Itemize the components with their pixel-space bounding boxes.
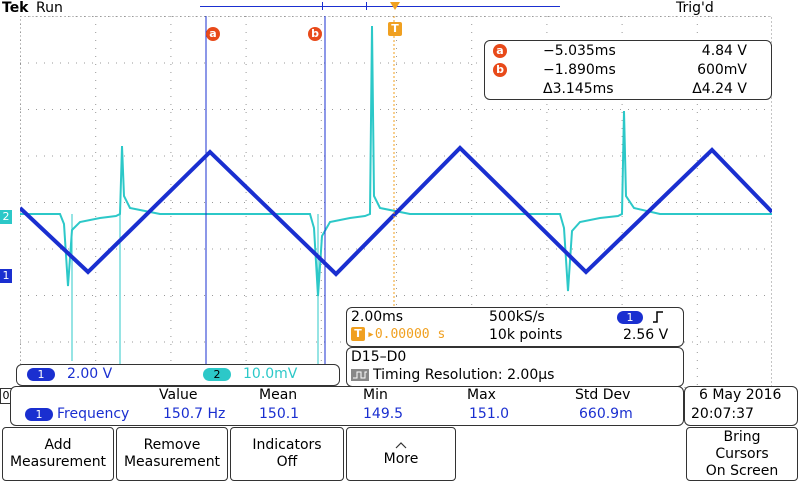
- acquisition-run-state: Run: [36, 0, 63, 16]
- timing-resolution-value: Timing Resolution: 2.00µs: [373, 367, 555, 383]
- sample-rate-value: 500kS/s: [489, 309, 545, 325]
- cursor-delta-time: Δ3.145ms: [543, 81, 614, 97]
- time-label: 20:07:37: [691, 406, 754, 422]
- meas-header-mean: Mean: [259, 387, 298, 403]
- measurement-channel-badge: 1: [25, 408, 53, 421]
- meas-header-std-dev: Std Dev: [575, 387, 631, 403]
- remove-measurement-line1: Remove: [143, 437, 201, 453]
- digital-bus-label: D15–D0: [351, 349, 407, 365]
- cursor-a-marker[interactable]: a: [206, 22, 220, 41]
- add-measurement-line2: Measurement: [9, 454, 107, 470]
- channel-1-waveform: [20, 145, 772, 277]
- bring-cursors-line1: Bring: [723, 428, 761, 445]
- cursor-a-time: −5.035ms: [543, 43, 616, 59]
- channel-2-marker-label: 2: [2, 210, 10, 223]
- measurement-max: 151.0: [469, 406, 510, 422]
- measurement-value: 150.7 Hz: [163, 406, 226, 422]
- meas-header-value: Value: [159, 387, 198, 403]
- record-overview-bar: [200, 6, 560, 7]
- record-length-value: 10k points: [489, 327, 563, 343]
- acquisition-readout-panel[interactable]: 2.00ms 500kS/s 1 T ▸0.00000 s 10k points…: [346, 307, 684, 347]
- measurement-std-dev: 660.9m: [579, 406, 633, 422]
- trigger-arrow-icon: [390, 2, 400, 10]
- trigger-position-label: T: [391, 22, 399, 35]
- measurement-name: Frequency: [57, 406, 130, 422]
- cursor-a-voltage: 4.84 V: [701, 43, 747, 59]
- channel-1-badge: 1: [27, 368, 55, 381]
- logic-readout-panel[interactable]: D15–D0 Timing Resolution: 2.00µs: [346, 347, 684, 387]
- bring-cursors-on-screen-button[interactable]: Bring Cursors On Screen: [686, 427, 798, 481]
- add-measurement-button[interactable]: Add Measurement: [2, 427, 114, 481]
- bring-cursors-line2: Cursors: [715, 445, 769, 462]
- channel-2-scale: 10.0mV: [243, 366, 298, 382]
- cursor-readout-panel[interactable]: a −5.035ms 4.84 V b −1.890ms 600mV Δ3.14…: [484, 40, 772, 100]
- measurement-min: 149.5: [363, 406, 404, 422]
- rising-edge-icon: [653, 311, 663, 323]
- channel-2-badge: 2: [203, 368, 231, 381]
- bring-cursors-line3: On Screen: [705, 462, 779, 479]
- channel-scale-panel[interactable]: 1 2.00 V 2 10.0mV: [16, 364, 340, 386]
- indicators-off-button[interactable]: Indicators Off: [230, 427, 344, 481]
- trigger-position-value: ▸0.00000 s: [367, 327, 446, 342]
- cursor-a-badge: a: [493, 44, 507, 58]
- date-label: 6 May 2016: [699, 387, 782, 403]
- trigger-level-value: 2.56 V: [623, 327, 669, 343]
- trigger-source-badge: 1: [617, 311, 643, 324]
- meas-header-max: Max: [467, 387, 496, 403]
- channel-1-scale: 2.00 V: [67, 366, 113, 382]
- indicators-line1: Indicators: [252, 437, 322, 453]
- timebase-value: 2.00ms: [351, 309, 404, 325]
- remove-measurement-line2: Measurement: [123, 454, 221, 470]
- measurement-mean: 150.1: [259, 406, 300, 422]
- digital-channel-icon: [351, 369, 369, 381]
- trigger-position-marker[interactable]: T: [388, 22, 402, 36]
- more-label: More: [383, 450, 419, 467]
- digital-channel-marker-label: 0: [2, 389, 10, 402]
- cursor-delta-voltage: Δ4.24 V: [692, 81, 747, 97]
- cursor-b-badge: b: [493, 63, 507, 77]
- more-button[interactable]: More: [346, 427, 456, 481]
- more-arrow-icon: [395, 441, 407, 448]
- trigger-status: Trig'd: [676, 0, 714, 16]
- record-window-marker: [366, 2, 367, 10]
- cursor-a-icon: a: [206, 27, 220, 41]
- waveform-display[interactable]: [20, 16, 772, 388]
- record-window-marker: [322, 2, 323, 10]
- datetime-panel: 6 May 2016 20:07:37: [684, 386, 798, 426]
- cursor-b-marker[interactable]: b: [308, 22, 322, 41]
- cursor-b-icon: b: [308, 27, 322, 41]
- channel-1-marker[interactable]: 1: [0, 269, 12, 283]
- cursor-b-voltage: 600mV: [697, 62, 747, 78]
- indicators-line2: Off: [276, 454, 298, 470]
- channel-2-waveform: [20, 25, 772, 297]
- brand-label: Tek: [2, 0, 29, 16]
- cursor-b-time: −1.890ms: [543, 62, 616, 78]
- measurement-table[interactable]: Value Mean Min Max Std Dev 1 Frequency 1…: [10, 386, 684, 426]
- add-measurement-line1: Add: [44, 437, 72, 453]
- meas-header-min: Min: [363, 387, 388, 403]
- trigger-position-icon: T: [351, 327, 365, 341]
- remove-measurement-button[interactable]: Remove Measurement: [116, 427, 228, 481]
- channel-1-marker-label: 1: [2, 269, 10, 282]
- channel-2-marker[interactable]: 2: [0, 210, 12, 224]
